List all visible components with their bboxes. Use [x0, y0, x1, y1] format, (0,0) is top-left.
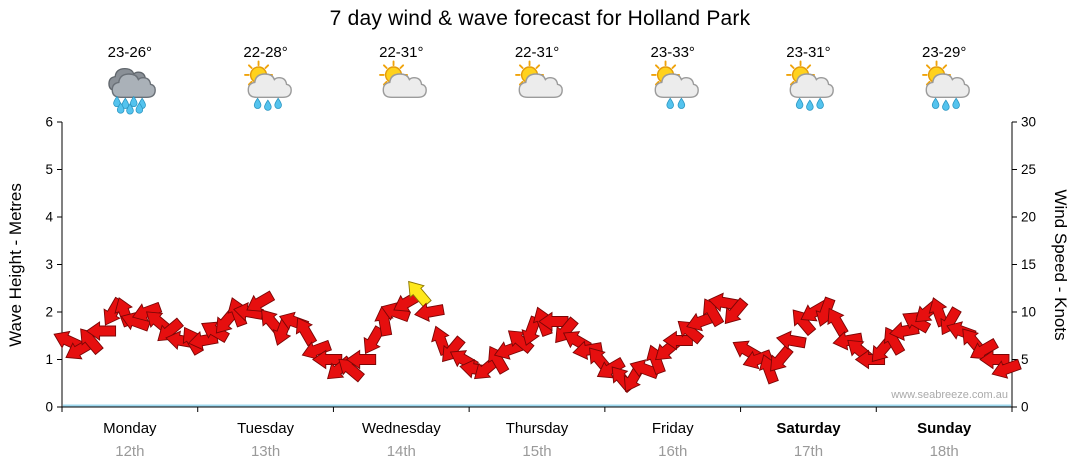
left-axis-tick-label: 6 — [45, 115, 53, 130]
wind-arrow — [408, 280, 432, 308]
left-axis-tick-label: 5 — [45, 162, 53, 177]
wind-arrow — [792, 309, 817, 337]
temperature-range: 22-31° — [379, 44, 424, 61]
left-axis-label: Wave Height - Metres — [6, 183, 25, 347]
right-axis-tick-label: 15 — [1021, 257, 1036, 272]
right-axis-tick-label: 0 — [1021, 400, 1029, 415]
day-date: 18th — [929, 443, 959, 460]
left-axis-tick-label: 4 — [45, 210, 53, 225]
day-names-row: Monday Tuesday Wednesday Thursday Friday Satu… — [62, 420, 1012, 437]
rain-cloud-icon — [108, 67, 156, 115]
left-axis-tick-label: 0 — [45, 400, 53, 415]
day-name: Wednesday — [361, 420, 441, 437]
temperature-range: 23-33° — [650, 44, 695, 61]
left-axis-tick-label: 2 — [45, 305, 53, 320]
sun-cloud-rain-icon — [786, 60, 835, 111]
sun-cloud-rain-icon — [650, 60, 699, 109]
wind-arrow — [345, 349, 377, 370]
wind-arrow — [827, 307, 849, 337]
page-title: 7 day wind & wave forecast for Holland P… — [329, 7, 751, 30]
wind-arrow — [708, 292, 739, 312]
wind-arrow — [363, 325, 385, 355]
wind-arrow — [295, 317, 318, 347]
wind-arrow — [312, 349, 343, 370]
day-name: Monday — [103, 420, 157, 437]
left-axis-tick-label: 1 — [45, 352, 53, 367]
day-date: 14th — [386, 443, 416, 460]
weather-icon-cell — [605, 60, 741, 118]
right-axis-tick-label: 20 — [1021, 210, 1036, 225]
wind-arrow — [770, 344, 794, 372]
temperature-range: 22-31° — [514, 44, 560, 61]
weather-icon-cell — [469, 60, 605, 118]
day-name: Thursday — [505, 420, 569, 437]
wind-arrow — [742, 349, 773, 370]
wind-arrow — [902, 312, 932, 334]
right-axis-tick-label: 5 — [1021, 352, 1029, 367]
weather-icon-cell — [62, 60, 198, 118]
day-date: 17th — [793, 443, 824, 460]
temperature-range: 23-31° — [786, 44, 831, 61]
temperature-range: 23-26° — [107, 44, 153, 61]
right-axis-tick-label: 25 — [1021, 162, 1036, 177]
wind-arrow — [800, 300, 830, 322]
wind-arrow — [538, 311, 569, 332]
right-axis-tick-label: 10 — [1021, 305, 1036, 320]
wind-arrow — [201, 321, 230, 343]
temperature-range: 22-28° — [243, 44, 288, 61]
wind-arrow — [521, 315, 542, 346]
wind-arrow — [507, 330, 535, 354]
right-axis-tick-label: 30 — [1021, 115, 1036, 130]
weather-icon-cell — [333, 60, 469, 118]
day-date: 16th — [658, 443, 688, 460]
day-name: Tuesday — [237, 420, 295, 437]
day-name: Saturday — [776, 420, 841, 437]
wind-arrow — [246, 290, 276, 312]
wind-arrow — [596, 357, 626, 379]
sun-cloud-rain-icon — [922, 60, 971, 111]
sun-cloud-icon — [515, 60, 563, 99]
temperature-row: 23-26° 22-28° 22-31° 22-31° 23-33° 23-31° 23-2… — [62, 44, 1012, 61]
wind-arrow — [85, 321, 117, 341]
day-dates-row: 12th 13th 14th 15th 16th 17th 18th — [62, 443, 1012, 460]
left-axis-tick-label: 3 — [45, 257, 53, 272]
wind-arrow — [301, 339, 332, 360]
day-date: 13th — [250, 443, 281, 460]
watermark: www.seabreeze.com.au — [891, 389, 1008, 401]
weather-icon-cell — [198, 60, 334, 118]
right-axis-label: Wind Speed - Knots — [1051, 189, 1070, 341]
day-date: 15th — [522, 443, 552, 460]
sun-cloud-icon — [379, 60, 428, 99]
wind-arrow — [677, 320, 705, 345]
wind-arrow — [724, 297, 749, 325]
weather-icon-cell — [741, 60, 877, 118]
day-name: Sunday — [917, 420, 972, 437]
wind-arrow — [414, 302, 445, 322]
day-date: 12th — [115, 443, 145, 460]
wind-arrow — [775, 330, 807, 350]
day-name: Friday — [651, 420, 694, 437]
weather-icon-cell — [876, 60, 1012, 118]
wind-arrow — [572, 340, 604, 360]
wind-arrow — [991, 358, 1022, 379]
weather-icons-row — [62, 60, 1012, 118]
temperature-range: 23-29° — [921, 44, 967, 61]
sun-cloud-rain-icon — [243, 60, 292, 111]
